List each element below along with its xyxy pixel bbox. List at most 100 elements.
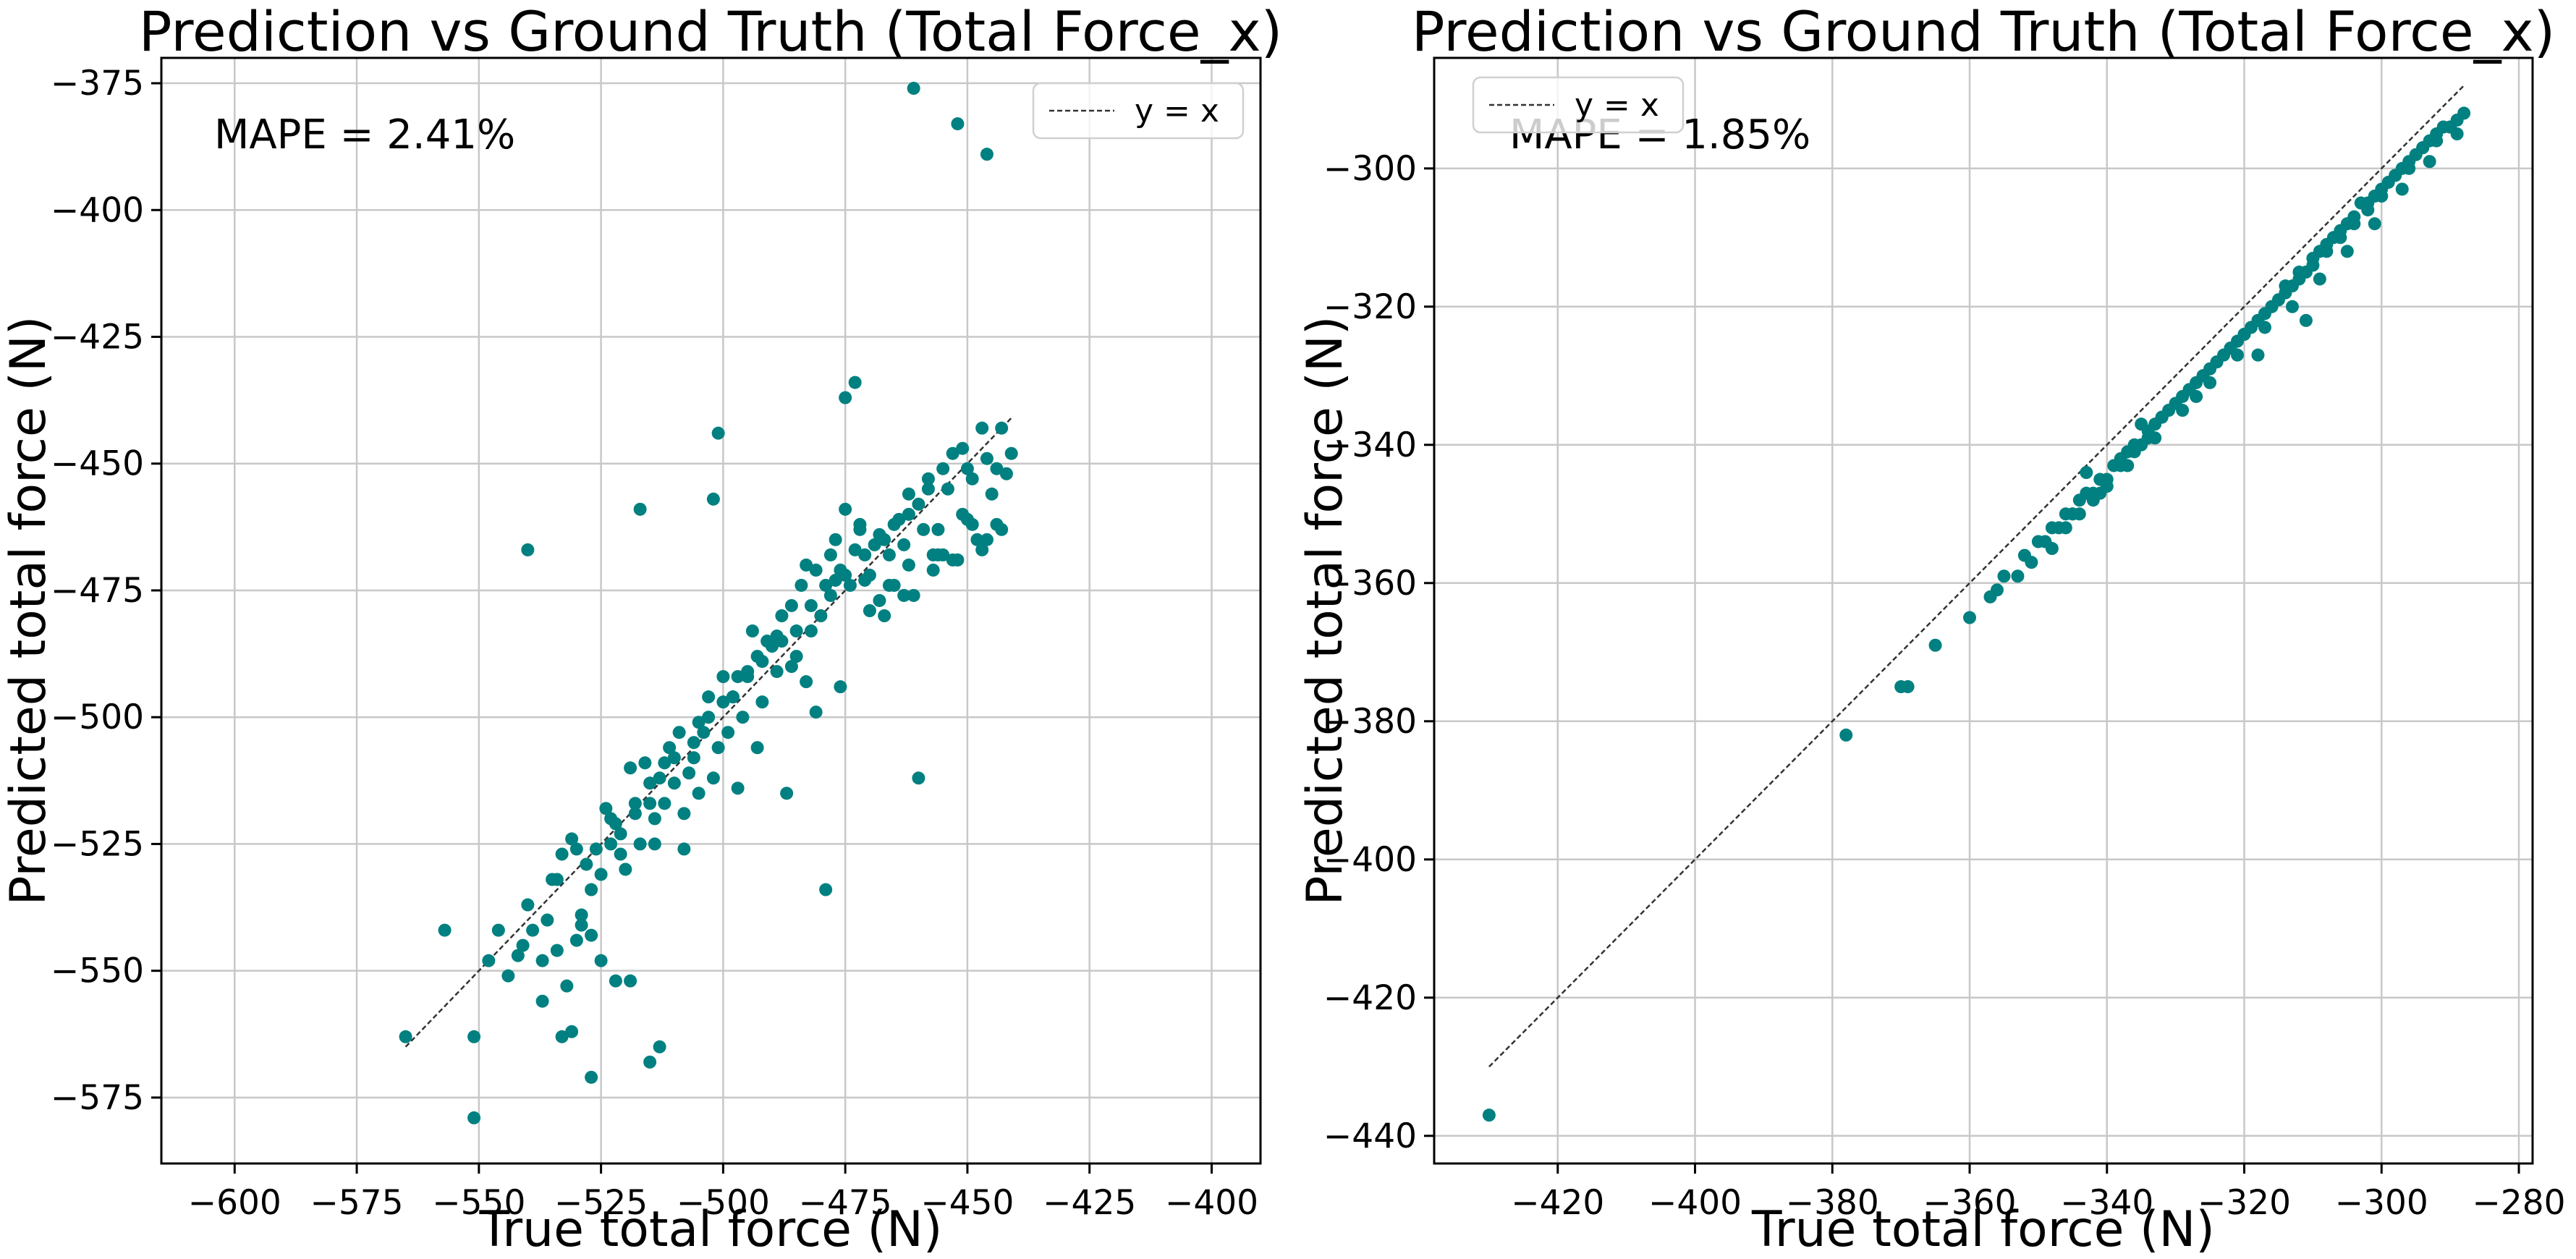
- data-point: [589, 842, 603, 856]
- data-point: [823, 588, 837, 602]
- data-point: [467, 1111, 481, 1124]
- data-point: [2093, 486, 2107, 500]
- data-point: [624, 761, 637, 775]
- data-point: [970, 533, 984, 546]
- data-point: [702, 690, 716, 704]
- data-point: [585, 1070, 598, 1084]
- data-point: [2402, 161, 2416, 175]
- data-point: [858, 548, 872, 561]
- y-tick-label: −475: [51, 571, 144, 611]
- x-tick-label: −340: [2060, 1183, 2153, 1223]
- data-point: [624, 974, 637, 988]
- data-point: [541, 913, 554, 927]
- data-point: [980, 148, 993, 161]
- data-point: [667, 776, 681, 790]
- data-point: [789, 624, 803, 638]
- data-point: [882, 578, 896, 592]
- data-point: [726, 690, 740, 704]
- data-point: [750, 741, 764, 755]
- data-point: [521, 898, 535, 912]
- data-point: [604, 837, 618, 851]
- plot-frame: [1433, 56, 2534, 1165]
- x-tick-label: −525: [554, 1183, 648, 1223]
- data-point: [873, 593, 886, 607]
- reference-line-y-equals-x: [1488, 85, 2465, 1068]
- data-point: [526, 923, 540, 937]
- data-point: [819, 883, 833, 896]
- data-point: [823, 548, 837, 561]
- data-point: [2279, 286, 2292, 300]
- data-point: [941, 482, 954, 496]
- data-point: [555, 847, 569, 861]
- data-point: [2045, 542, 2059, 556]
- data-point: [926, 548, 940, 561]
- data-point: [965, 472, 979, 486]
- data-point: [2135, 417, 2148, 431]
- data-point: [780, 787, 794, 800]
- data-point: [878, 533, 891, 546]
- data-point: [878, 609, 891, 623]
- data-point: [1901, 680, 1915, 694]
- data-point: [956, 441, 970, 455]
- data-point: [585, 928, 598, 942]
- data-point: [975, 543, 989, 556]
- data-point: [716, 670, 730, 684]
- y-tick-label: −420: [1323, 978, 1417, 1018]
- data-point: [745, 624, 759, 638]
- x-tick-label: −400: [1648, 1183, 1742, 1223]
- data-point: [491, 923, 505, 937]
- y-tick-label: −380: [1323, 702, 1417, 742]
- data-point: [853, 522, 867, 536]
- x-tick-label: −500: [677, 1183, 770, 1223]
- data-point: [658, 756, 671, 770]
- data-point: [839, 391, 852, 404]
- data-point: [902, 558, 915, 572]
- data-point: [721, 726, 735, 739]
- data-point: [789, 650, 803, 664]
- y-tick-label: −400: [1323, 840, 1417, 880]
- data-point: [565, 832, 579, 846]
- x-tick-label: −600: [188, 1183, 281, 1223]
- mape-annotation: MAPE = 2.41%: [214, 111, 515, 158]
- data-point: [2334, 231, 2347, 245]
- data-point: [912, 771, 925, 785]
- legend-label: y = x: [1135, 93, 1219, 130]
- chart-title: Prediction vs Ground Truth (Total Force_…: [139, 0, 1283, 64]
- data-point: [946, 446, 959, 460]
- data-point: [839, 568, 852, 582]
- data-point: [2025, 556, 2038, 569]
- data-point: [868, 538, 881, 551]
- data-point: [467, 1030, 481, 1043]
- x-tick-label: −400: [1165, 1183, 1258, 1223]
- data-point: [804, 624, 818, 638]
- y-tick-label: −320: [1323, 287, 1417, 327]
- data-point: [687, 736, 700, 750]
- data-point: [863, 568, 876, 582]
- data-point: [834, 680, 847, 694]
- y-tick-label: −340: [1323, 425, 1417, 465]
- data-point: [2121, 459, 2135, 472]
- data-point: [653, 1040, 666, 1054]
- left-chart-panel: −600 −575 −550 −525 −500 −475 −450 −425 −400 −375…: [0, 0, 1282, 1258]
- data-point: [2127, 445, 2141, 459]
- data-point: [995, 522, 1009, 536]
- data-point: [2361, 203, 2375, 217]
- data-point: [2080, 466, 2093, 479]
- data-point: [1928, 638, 1942, 652]
- data-point: [648, 837, 661, 851]
- chart-title: Prediction vs Ground Truth (Total Force_…: [1412, 0, 2556, 64]
- data-point: [2395, 182, 2409, 196]
- data-point: [770, 665, 784, 679]
- data-point: [399, 1030, 412, 1043]
- data-point: [633, 502, 647, 516]
- data-point: [804, 598, 818, 612]
- data-point: [2347, 217, 2361, 231]
- data-point: [609, 974, 622, 988]
- data-point: [501, 969, 515, 983]
- data-point: [765, 640, 779, 653]
- data-point: [511, 949, 525, 962]
- data-point: [438, 923, 452, 937]
- data-point: [2430, 134, 2444, 148]
- data-point: [829, 533, 842, 546]
